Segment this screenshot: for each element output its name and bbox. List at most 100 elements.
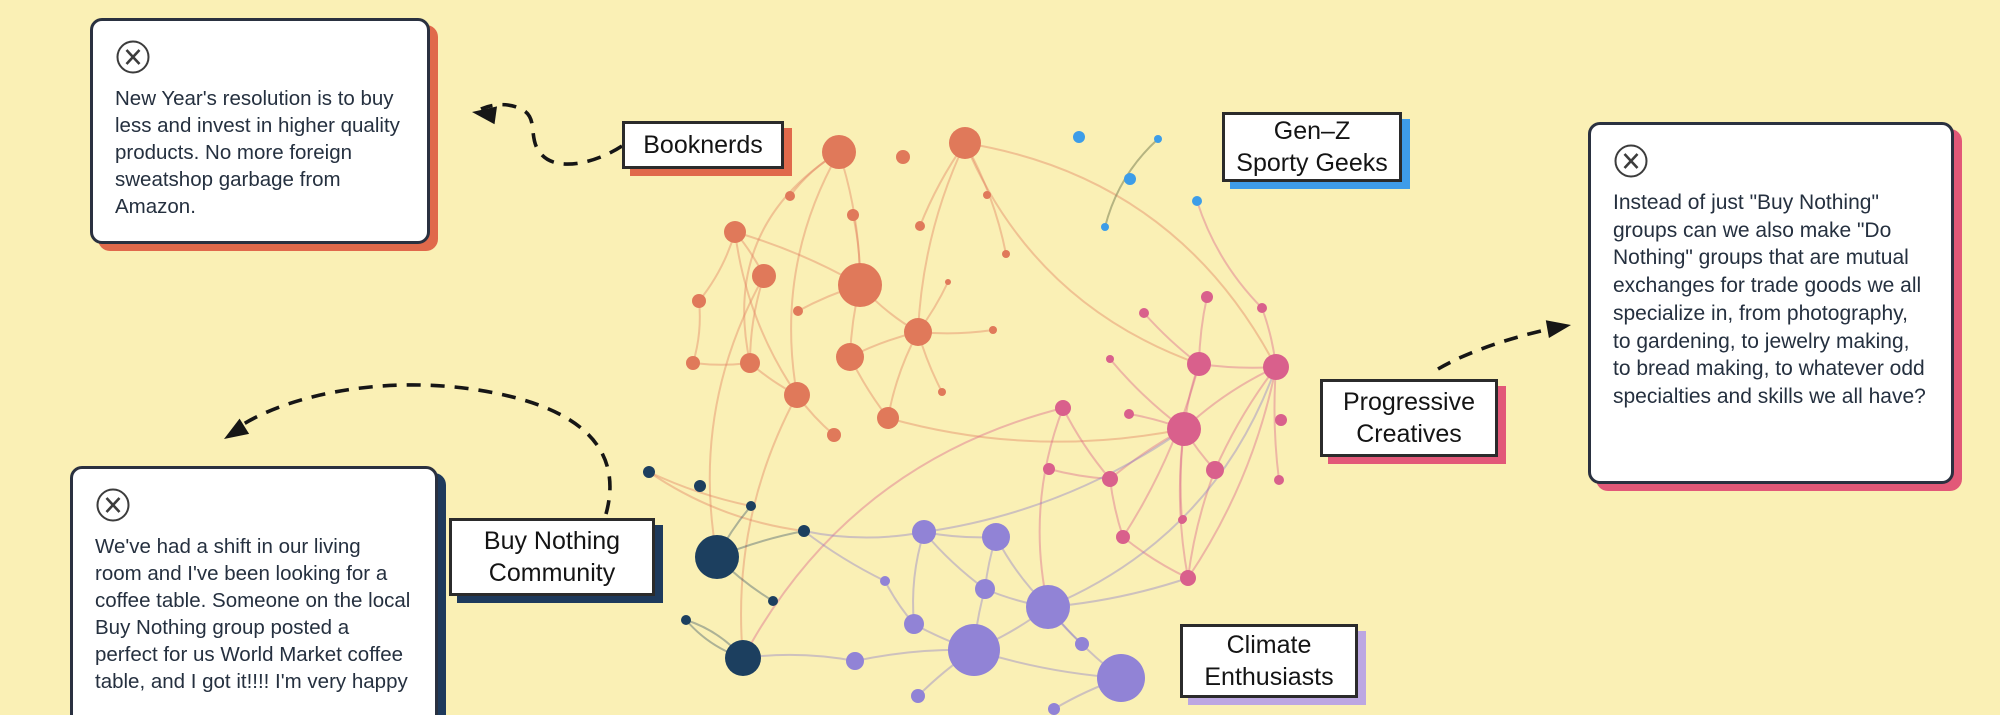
graph-node-pink [1187, 352, 1211, 376]
arrow-to-tweet-right [1437, 325, 1559, 371]
graph-node-orange [983, 191, 991, 199]
graph-node-orange [793, 306, 803, 316]
arrowhead-top-left [472, 106, 498, 125]
graph-node-pink [1055, 400, 1071, 416]
graph-node-orange [785, 191, 795, 201]
graph-node-blue [1101, 223, 1109, 231]
x-logo-icon [1614, 144, 1648, 178]
cluster-label-buy-nothing-community: Buy Nothing Community [449, 518, 655, 596]
arrowhead-right [1545, 320, 1571, 339]
graph-node-purple [1048, 703, 1060, 715]
graph-edge [923, 428, 1185, 533]
graph-node-pink [1263, 354, 1289, 380]
graph-node-orange [938, 388, 946, 396]
graph-node-orange [686, 356, 700, 370]
graph-node-purple [948, 624, 1000, 676]
graph-node-orange [949, 127, 981, 159]
graph-node-purple [846, 652, 864, 670]
graph-edge [734, 231, 798, 396]
tweet-text: New Year's resolution is to buy less and… [115, 87, 400, 219]
graph-node-blue [1073, 131, 1085, 143]
graph-node-orange [822, 135, 856, 169]
cluster-label-text: Gen–Z [1273, 117, 1351, 145]
graph-node-pink [1124, 409, 1134, 419]
graph-node-pink [1043, 463, 1055, 475]
graph-node-pink [1274, 475, 1284, 485]
graph-node-purple [982, 523, 1010, 551]
graph-node-orange [692, 294, 706, 308]
graph-node-orange [847, 209, 859, 221]
tweet-text: Instead of just "Buy Nothing" groups can… [1613, 191, 1926, 409]
graph-node-pink [1106, 355, 1114, 363]
graph-node-orange [724, 221, 746, 243]
graph-edge [742, 407, 1064, 659]
graph-node-navy [694, 480, 706, 492]
graph-edge [1178, 428, 1189, 579]
graph-node-blue [1124, 173, 1136, 185]
graph-node-navy [725, 640, 761, 676]
cluster-label-booknerds: Booknerds [622, 121, 784, 169]
tweet-card-right: Instead of just "Buy Nothing" groups can… [1588, 122, 1954, 484]
graph-node-pink [1257, 303, 1267, 313]
graph-edge [917, 142, 966, 333]
graph-edge [648, 471, 805, 532]
graph-node-pink [1180, 570, 1196, 586]
cluster-label-progressive-creatives: Progressive Creatives [1320, 379, 1498, 457]
graph-edge [708, 275, 765, 558]
graph-node-pink [1139, 308, 1149, 318]
graph-edge [803, 530, 925, 539]
graph-node-purple [912, 520, 936, 544]
graph-node-pink [1201, 291, 1213, 303]
graph-node-pink [1116, 530, 1130, 544]
graph-node-pink [1206, 461, 1224, 479]
graph-node-purple [880, 576, 890, 586]
graph-node-orange [1002, 250, 1010, 258]
x-logo-icon [116, 40, 150, 74]
graph-node-orange [827, 428, 841, 442]
graph-node-purple [975, 579, 995, 599]
graph-node-navy [681, 615, 691, 625]
graph-edge [964, 142, 1277, 368]
cluster-label-text: Community [488, 559, 616, 587]
arrow-to-tweet-bottom-left [231, 383, 612, 515]
graph-node-blue [1154, 135, 1162, 143]
graph-node-purple [1097, 654, 1145, 702]
graph-edge [1047, 366, 1277, 608]
graph-node-pink [1167, 412, 1201, 446]
graph-edge [1122, 363, 1200, 538]
graph-node-navy [746, 501, 756, 511]
graph-edge [887, 417, 1185, 443]
tweet-card-top-left: New Year's resolution is to buy less and… [90, 18, 430, 244]
cluster-label-text: Enthusiasts [1204, 663, 1334, 691]
graph-node-orange [836, 343, 864, 371]
graph-node-navy [798, 525, 810, 537]
graph-node-orange [945, 279, 951, 285]
graph-node-navy [768, 596, 778, 606]
tweet-card-bottom-left: We've had a shift in our living room and… [70, 466, 438, 715]
graph-edge [1062, 407, 1111, 480]
cluster-label-genz-sporty-geeks: Gen–Z Sporty Geeks [1222, 112, 1402, 182]
arrowhead-bottom-left [224, 418, 250, 439]
graph-node-purple [1075, 637, 1089, 651]
graph-edge [1187, 469, 1216, 579]
graph-node-orange [877, 407, 899, 429]
graph-edge [743, 151, 840, 364]
graph-node-blue [1192, 196, 1202, 206]
cluster-label-text: Booknerds [643, 131, 763, 159]
graph-node-pink [1178, 516, 1186, 524]
cluster-label-text: Creatives [1356, 420, 1462, 448]
graph-edge [1187, 366, 1277, 579]
cluster-label-text: Climate [1226, 631, 1312, 659]
graph-node-purple [904, 614, 924, 634]
graph-node-orange [752, 264, 776, 288]
graph-edge [1038, 407, 1064, 608]
graph-node-purple [911, 689, 925, 703]
arrow-to-tweet-top-left [480, 102, 623, 166]
graph-node-purple [1026, 585, 1070, 629]
graph-node-navy [643, 466, 655, 478]
graph-node-orange [904, 318, 932, 346]
graph-node-orange [784, 382, 810, 408]
